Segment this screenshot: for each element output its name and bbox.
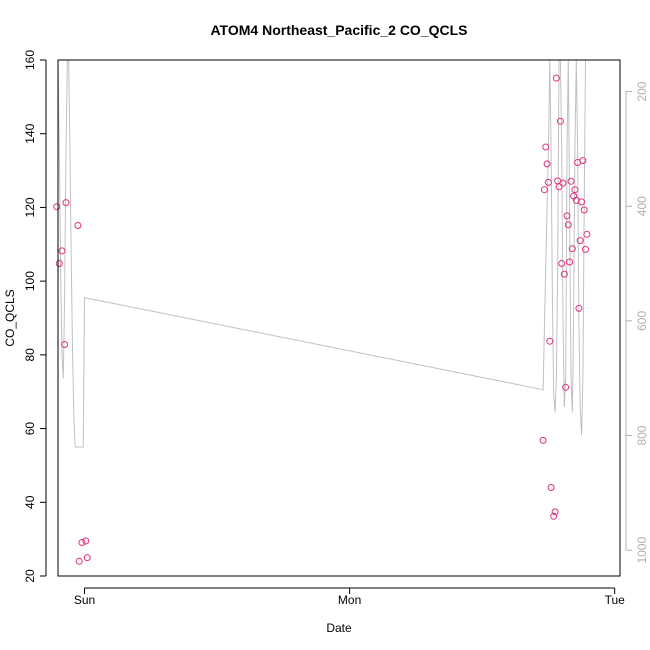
x-axis: Sun Mon Tue bbox=[74, 587, 626, 607]
data-point bbox=[579, 157, 587, 165]
y2-tick-label: 1000 bbox=[635, 537, 649, 564]
x-tick-label: Sun bbox=[74, 593, 95, 607]
data-point bbox=[546, 337, 554, 345]
data-point bbox=[540, 186, 548, 194]
y-tick-label: 20 bbox=[23, 569, 37, 583]
data-point bbox=[571, 186, 579, 194]
series-line bbox=[58, 60, 589, 448]
y-tick-label: 160 bbox=[23, 50, 37, 70]
data-point bbox=[542, 143, 550, 151]
y-axis: 20 40 60 80 100 120 140 160 bbox=[23, 50, 47, 583]
y-tick-label: 140 bbox=[23, 123, 37, 143]
data-point bbox=[83, 554, 91, 562]
data-point bbox=[58, 247, 66, 255]
data-point bbox=[53, 203, 61, 211]
series-points-group bbox=[53, 74, 591, 565]
data-point bbox=[583, 230, 591, 238]
data-point bbox=[544, 178, 552, 186]
data-point bbox=[575, 304, 583, 312]
data-point bbox=[82, 537, 90, 545]
data-point bbox=[555, 183, 563, 191]
data-point bbox=[539, 436, 547, 444]
chart-title: ATOM4 Northeast_Pacific_2 CO_QCLS bbox=[210, 22, 467, 38]
data-point bbox=[543, 160, 551, 168]
y-tick-label: 120 bbox=[23, 197, 37, 217]
data-point bbox=[78, 539, 86, 546]
data-point bbox=[580, 206, 588, 214]
data-point bbox=[563, 212, 571, 220]
data-point bbox=[62, 199, 70, 207]
data-point bbox=[74, 222, 82, 229]
data-point bbox=[552, 74, 560, 82]
data-point bbox=[576, 237, 584, 245]
data-point bbox=[567, 177, 575, 185]
data-point bbox=[562, 383, 570, 391]
data-point bbox=[75, 557, 83, 565]
x-tick-label: Mon bbox=[338, 593, 361, 607]
plot-frame bbox=[57, 59, 621, 577]
y2-tick-label: 800 bbox=[635, 425, 649, 445]
data-point bbox=[566, 258, 574, 266]
data-point bbox=[564, 221, 572, 229]
y-tick-label: 100 bbox=[23, 271, 37, 291]
y-tick-label: 40 bbox=[23, 495, 37, 509]
y2-tick-label: 200 bbox=[635, 81, 649, 101]
data-point bbox=[570, 192, 578, 200]
data-point bbox=[550, 512, 558, 520]
x-axis-label: Date bbox=[326, 621, 352, 635]
y2-tick-label: 400 bbox=[635, 196, 649, 216]
y-tick-label: 80 bbox=[23, 348, 37, 362]
data-point bbox=[547, 484, 555, 491]
data-point bbox=[559, 179, 567, 187]
data-point bbox=[560, 270, 568, 278]
x-tick-label: Tue bbox=[605, 593, 626, 607]
data-point bbox=[578, 198, 586, 206]
series-line-group bbox=[58, 60, 589, 448]
y-axis-label: CO_QCLS bbox=[3, 289, 17, 346]
y2-tick-label: 600 bbox=[635, 311, 649, 331]
data-point bbox=[556, 117, 564, 125]
data-point bbox=[55, 260, 63, 267]
data-point bbox=[61, 341, 69, 348]
y2-axis: 200 400 600 800 1000 bbox=[625, 81, 649, 564]
y-tick-label: 60 bbox=[23, 422, 37, 436]
data-point bbox=[582, 245, 589, 253]
data-point bbox=[558, 260, 566, 267]
data-point bbox=[551, 508, 559, 516]
data-point bbox=[568, 245, 576, 253]
